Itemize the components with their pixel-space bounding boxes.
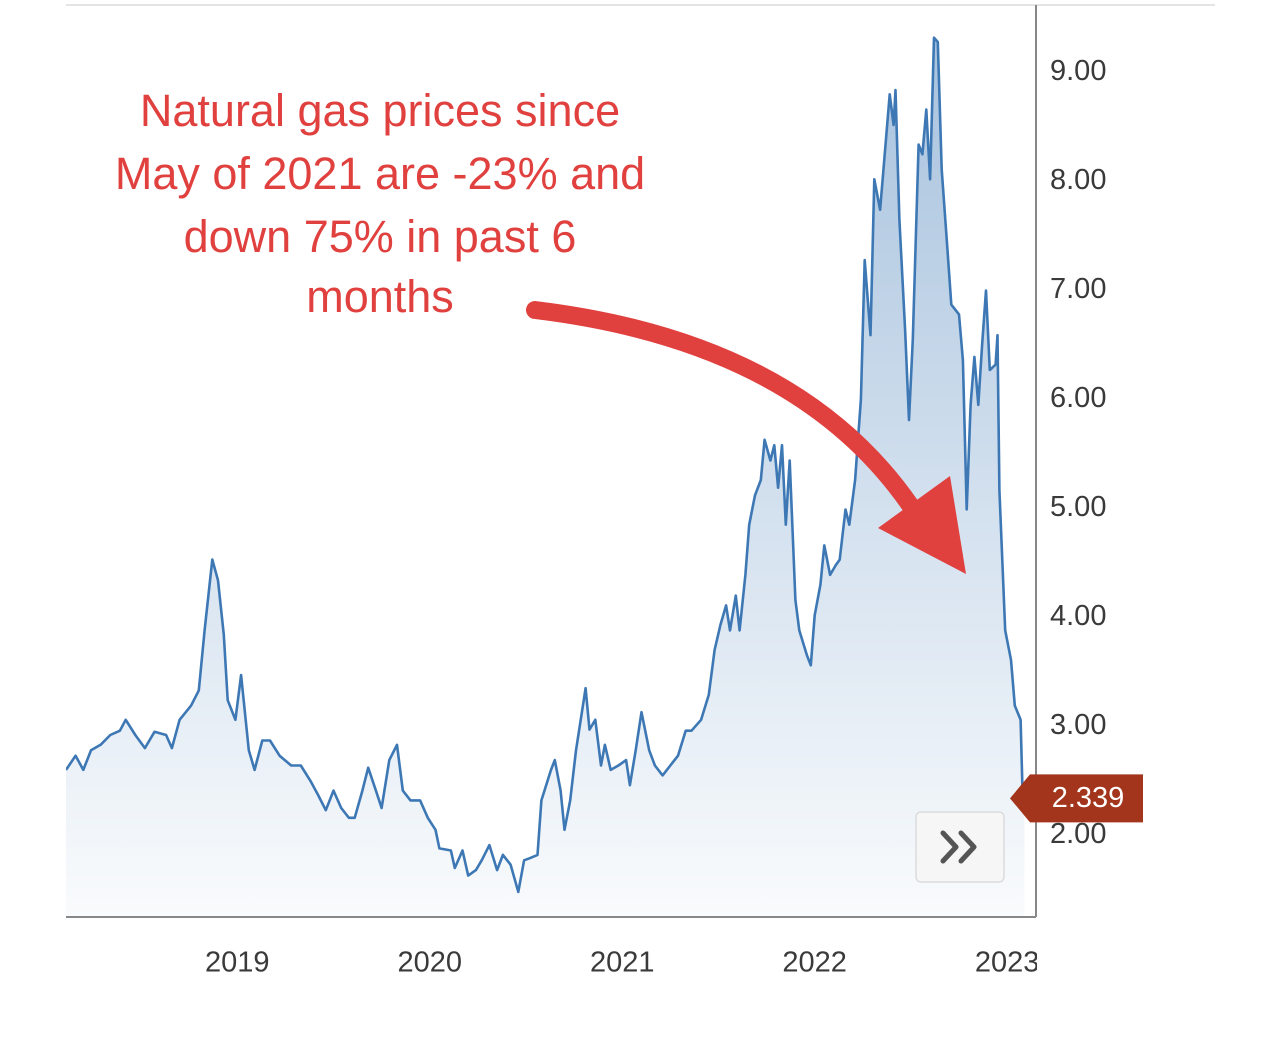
price-tag — [1010, 774, 1143, 823]
line — [66, 36, 1026, 894]
y-tick-label: 9.00 — [1050, 55, 1106, 87]
annotation-line: down 75% in past 6 — [184, 211, 577, 262]
y-tick-label: 2.00 — [1050, 818, 1106, 850]
x-tick-label: 2020 — [397, 947, 462, 979]
y-tick-label: 7.00 — [1050, 273, 1106, 305]
annotation: Natural gas prices since May of 2021 are… — [115, 85, 645, 322]
annotation-line: Natural gas prices since — [140, 85, 620, 136]
annotation-line: months — [306, 271, 454, 322]
last-price-tag: 2.339 — [1010, 774, 1143, 823]
y-tick-labels: 2.00 3.00 4.00 5.00 6.00 7.00 8.00 9.00 — [1050, 55, 1106, 850]
arrow-head — [878, 476, 966, 574]
scroll-button[interactable] — [915, 811, 1005, 883]
y-tick-label: 4.00 — [1050, 600, 1106, 632]
y-tick-label: 5.00 — [1050, 491, 1106, 523]
x-tick-label: 2021 — [590, 947, 655, 979]
x-tick-label: 2019 — [205, 947, 270, 979]
y-tick-label: 6.00 — [1050, 382, 1106, 414]
annotation-line: May of 2021 are -23% and — [115, 148, 645, 199]
button-bg[interactable] — [915, 811, 1005, 883]
y-tick-label: 8.00 — [1050, 164, 1106, 196]
y-tick-label: 3.00 — [1050, 709, 1106, 741]
annotation-arrow — [526, 301, 919, 514]
chevron-icon — [940, 830, 977, 864]
x-tick-label: 2023 — [975, 947, 1040, 979]
plot-area — [66, 36, 1026, 917]
x-tick-label: 2022 — [782, 947, 847, 979]
price-tag-label: 2.339 — [1052, 782, 1125, 814]
x-tick-labels: 2019 2020 2021 2022 2023 — [205, 947, 1040, 979]
area — [66, 37, 1025, 917]
